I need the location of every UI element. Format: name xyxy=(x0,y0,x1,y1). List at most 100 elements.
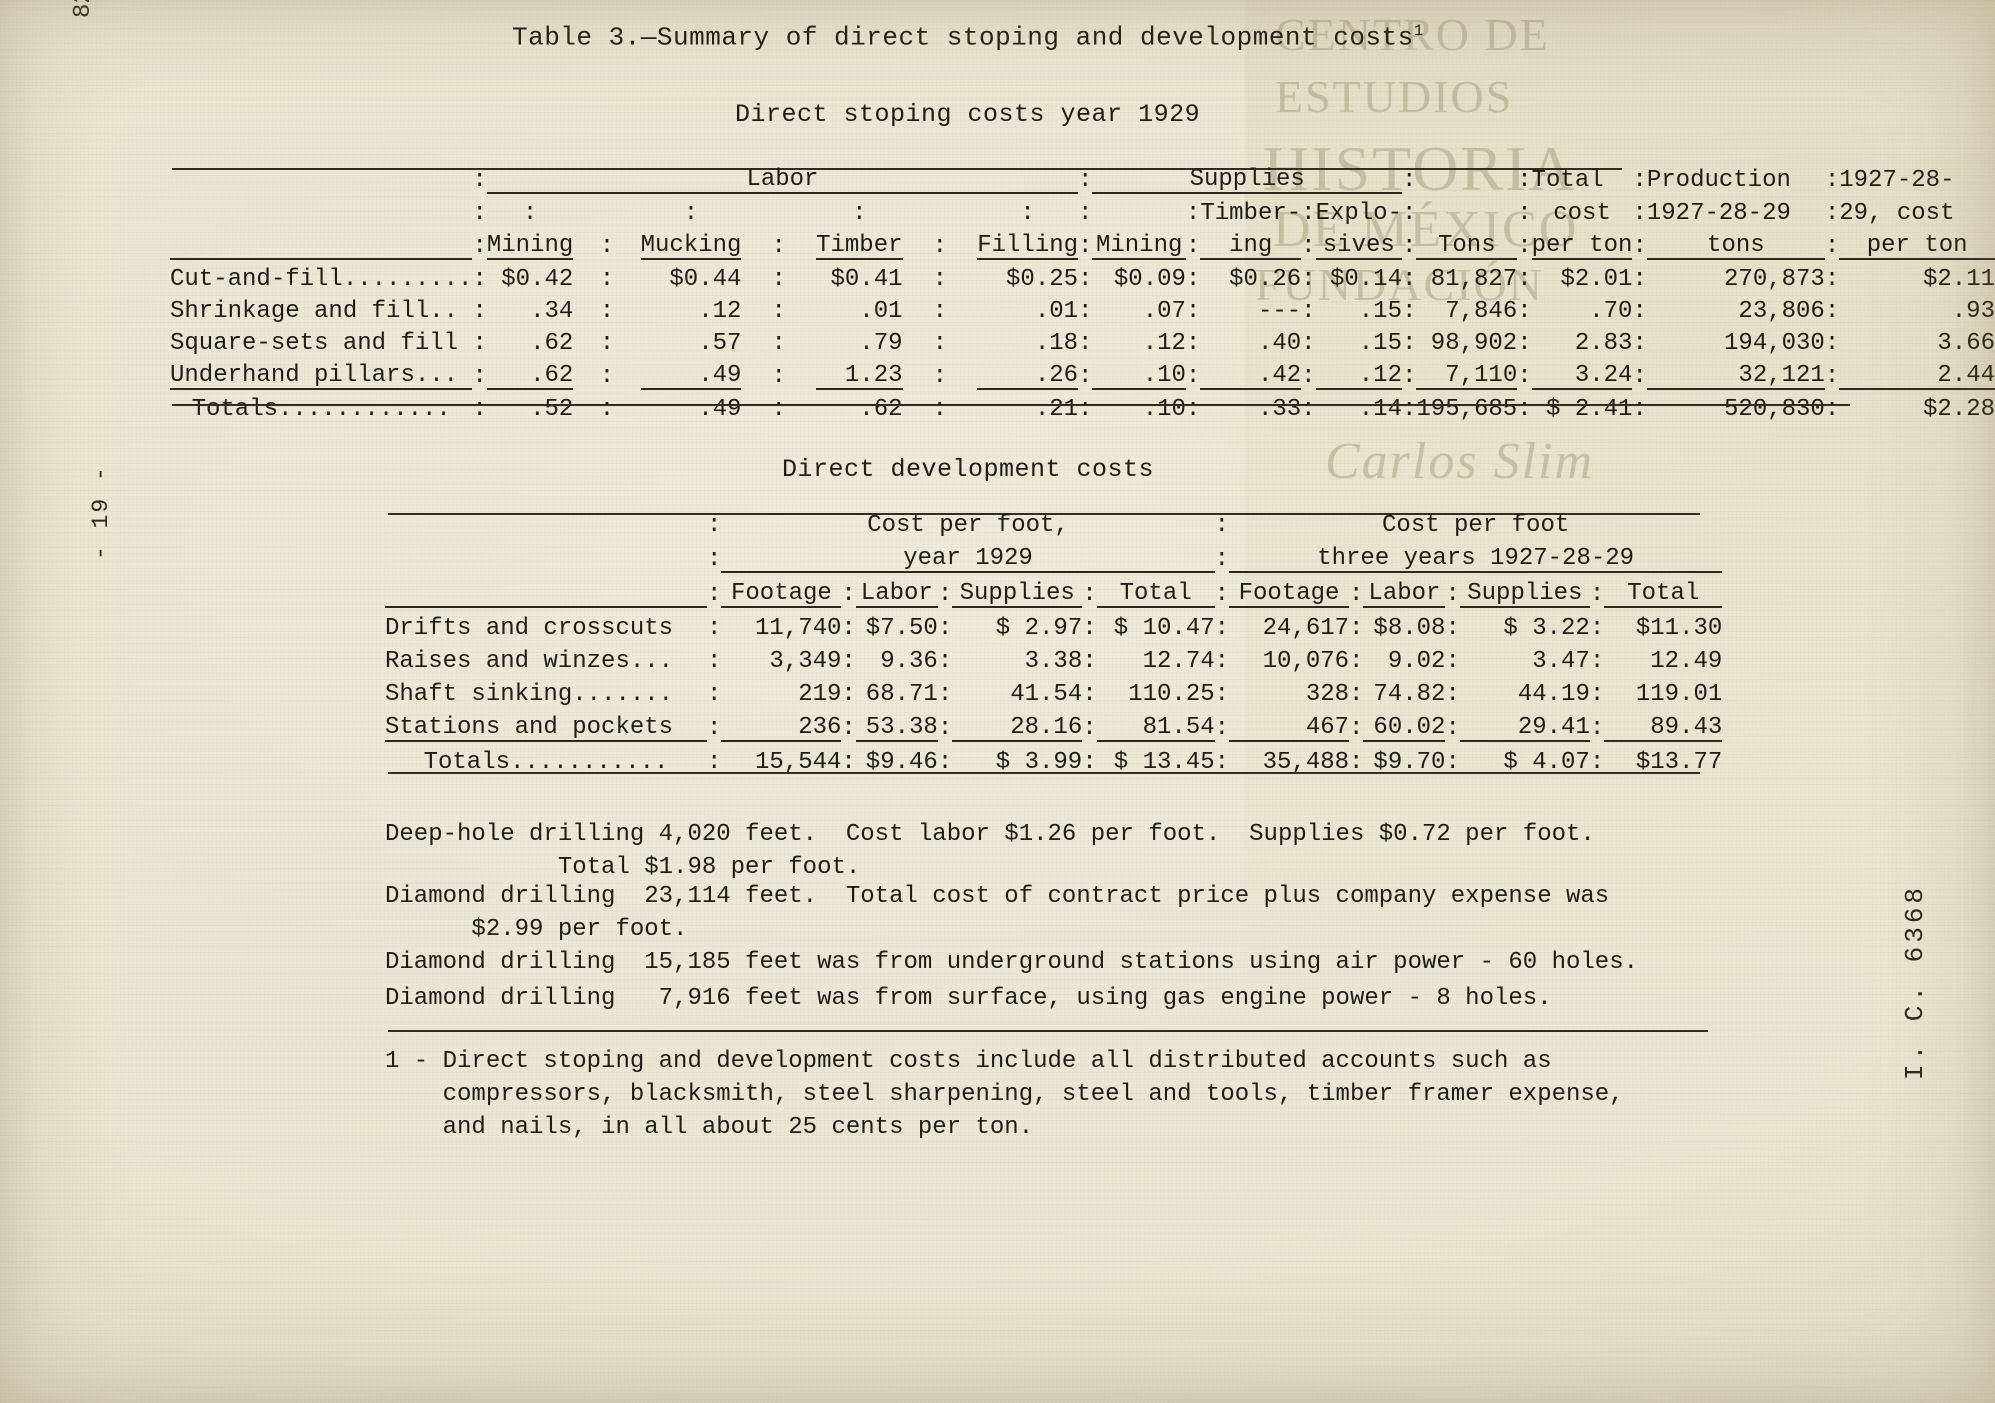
col-header-labor-2: Labor xyxy=(1363,572,1446,608)
note-line-2: Total $1.98 per foot. xyxy=(385,854,861,881)
totals-supplies-1: $ 3.99 xyxy=(995,749,1083,776)
cell-labor-2: 9.02 xyxy=(1387,648,1446,675)
col-header-supplies-1: Supplies xyxy=(952,572,1083,608)
group-header-last-1: 1927-28- xyxy=(1839,167,1955,194)
cell-footage-2: 467 xyxy=(1229,707,1350,742)
cell-total-1: $ 10.47 xyxy=(1113,615,1215,642)
totals-supplies-2: $ 4.07 xyxy=(1503,749,1590,776)
totals-label: Totals........... xyxy=(423,749,669,776)
cell-timber: .01 xyxy=(859,298,903,325)
cell-total-2: 119.01 xyxy=(1635,681,1723,708)
totals-supplies-timbering: .33 xyxy=(1257,396,1302,423)
table-row: Shaft sinking....... : 219 : 68.71 : 41.… xyxy=(385,674,1722,707)
cell-production-tons: 270,873 xyxy=(1724,266,1825,293)
cell-per-ton: $2.11 xyxy=(1922,266,1995,293)
cell-cost-per-ton: 2.83 xyxy=(1574,330,1633,357)
row-label: Cut-and-fill......... xyxy=(170,266,473,293)
totals-explosives: .14 xyxy=(1358,396,1402,423)
totals-supplies-mining: .10 xyxy=(1142,396,1186,423)
cell-mining: .34 xyxy=(530,298,574,325)
col-header-labor-1: Labor xyxy=(855,572,938,608)
row-label: Stations and pockets xyxy=(385,707,707,742)
notes-block-1: Deep-hole drilling 4,020 feet. Cost labo… xyxy=(385,818,1595,884)
cell-tons: 98,902 xyxy=(1430,330,1518,357)
cell-supplies-timbering: .42 xyxy=(1200,356,1302,390)
col-header-production-tons: tons xyxy=(1646,226,1825,260)
cell-total-1: 110.25 xyxy=(1128,681,1215,708)
cell-footage-1: 11,740 xyxy=(754,615,842,642)
cell-supplies-1: 28.16 xyxy=(952,707,1083,742)
col-header-supplies-2: Supplies xyxy=(1459,572,1590,608)
cell-supplies-2: 29.41 xyxy=(1459,707,1590,742)
cell-tons: 7,846 xyxy=(1445,298,1518,325)
table-row: Cut-and-fill......... : $0.42 : $0.44 : … xyxy=(170,259,1995,292)
page-number: - 19 - xyxy=(88,465,114,560)
cell-cost-per-ton: $2.01 xyxy=(1560,266,1633,293)
cell-mining: .62 xyxy=(530,330,574,357)
cell-filling: .01 xyxy=(1034,298,1079,325)
col-header-labor-timber: Timber xyxy=(816,226,903,260)
cell-labor-1: 9.36 xyxy=(880,648,938,675)
table1-bottom-rule xyxy=(172,404,1850,406)
cell-tons: 81,827 xyxy=(1430,266,1518,293)
row-label: Raises and winzes... xyxy=(385,648,674,675)
cell-mining: $0.42 xyxy=(501,266,574,293)
totals-footage-2: 35,488 xyxy=(1262,749,1350,776)
subheader-production-years: 1927-28-29 xyxy=(1646,200,1791,227)
page-title: Table 3.—Summary of direct stoping and d… xyxy=(512,22,1424,53)
col-header-labor-mining: Mining xyxy=(486,226,574,260)
cell-labor-1: $7.50 xyxy=(865,615,938,642)
footnote-rule xyxy=(388,1030,1708,1032)
group-header-total: Total xyxy=(1531,167,1604,194)
group-header-year-1929: year 1929 xyxy=(721,538,1215,573)
notes-block-2: Diamond drilling 23,114 feet. Total cost… xyxy=(385,880,1609,946)
cell-supplies-mining: $0.09 xyxy=(1113,266,1186,293)
col-header-cost-per-ton: per ton xyxy=(1531,226,1633,260)
totals-per-ton: $2.28 xyxy=(1922,396,1995,423)
row-label: Square-sets and fill xyxy=(170,330,459,357)
cell-supplies-1: $ 2.97 xyxy=(995,615,1083,642)
cell-timber: $0.41 xyxy=(830,266,903,293)
subheader-total-cost: cost xyxy=(1553,200,1611,227)
cell-filling: .26 xyxy=(977,356,1079,390)
totals-timber: .62 xyxy=(859,396,903,423)
col-header-supplies-mining: Mining xyxy=(1092,226,1186,260)
subheader-explo-1: Explo- xyxy=(1315,200,1402,227)
totals-cost-per-ton: $ 2.41 xyxy=(1546,396,1633,423)
totals-total-1: $ 13.45 xyxy=(1113,749,1215,776)
cell-cost-per-ton: 3.24 xyxy=(1531,356,1633,390)
cell-footage-1: 3,349 xyxy=(769,648,842,675)
group-header-last-2: 29, cost xyxy=(1839,200,1955,227)
notes-block-4: Diamond drilling 7,916 feet was from sur… xyxy=(385,982,1552,1015)
cell-explosives: .15 xyxy=(1358,298,1402,325)
direct-development-costs-table: : Cost per foot, : Cost per foot : year … xyxy=(385,505,1723,776)
cell-total-1: 12.74 xyxy=(1142,648,1215,675)
cell-supplies-mining: .07 xyxy=(1142,298,1186,325)
cell-supplies-1: 41.54 xyxy=(1010,681,1083,708)
cell-supplies-2: $ 3.22 xyxy=(1503,615,1590,642)
col-header-labor-filling: Filling xyxy=(977,226,1079,260)
col-header-per-ton: per ton xyxy=(1839,226,1995,260)
totals-production-tons: 520,830 xyxy=(1724,396,1825,423)
col-header-footage-1: Footage xyxy=(721,572,842,608)
footnote-line-1: 1 - Direct stoping and development costs… xyxy=(385,1048,1552,1075)
archive-stamp-number: 8224 xyxy=(70,0,97,18)
cell-labor-1: 68.71 xyxy=(865,681,938,708)
cell-explosives: $0.14 xyxy=(1329,266,1402,293)
table-row: Raises and winzes... : 3,349 : 9.36 : 3.… xyxy=(385,641,1722,674)
table-row: Shrinkage and fill.. : .34 : .12 : .01 :… xyxy=(170,292,1995,324)
table-row: Underhand pillars... : .62 : .49 : 1.23 … xyxy=(170,356,1995,390)
cell-labor-2: $8.08 xyxy=(1373,615,1446,642)
circular-number: I. C. 6368 xyxy=(1900,883,1930,1080)
col-header-total-2: Total xyxy=(1604,572,1723,608)
table1-group-header-row: : Labor : Supplies : : Total : Productio… xyxy=(170,160,1995,194)
cell-supplies-timbering: --- xyxy=(1257,298,1302,325)
cell-labor-1: 53.38 xyxy=(855,707,938,742)
totals-labor-2: $9.70 xyxy=(1373,749,1446,776)
col-header-tons: Tons xyxy=(1416,226,1518,260)
group-header-supplies: Supplies xyxy=(1092,160,1402,194)
col-header-supplies-timbering: ing xyxy=(1200,226,1302,260)
note-line-1: Deep-hole drilling 4,020 feet. Cost labo… xyxy=(385,821,1595,848)
footnote-block: 1 - Direct stoping and development costs… xyxy=(385,1045,1624,1144)
